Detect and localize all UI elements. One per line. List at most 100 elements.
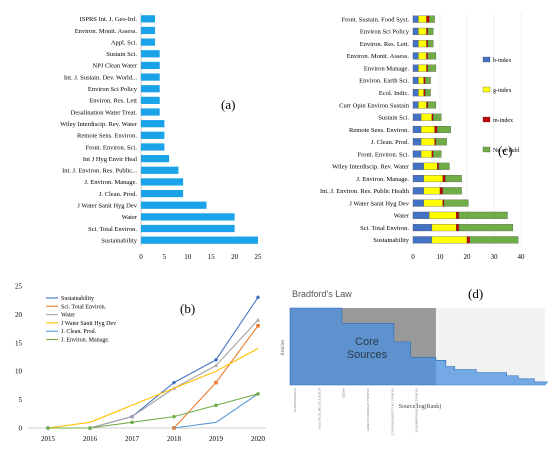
panel-c-category-label: Water	[394, 213, 410, 220]
panel-c-bar-segment	[427, 101, 437, 109]
panel-c-bar-segment	[412, 150, 422, 158]
panel-c-legend-swatch	[482, 56, 491, 63]
panel-c-bar-segment	[418, 76, 424, 84]
panel-c-x-tick: 20	[464, 253, 472, 261]
panel-c-category-label: Front. Environ. Sci.	[358, 151, 410, 158]
panel-a-bar	[141, 120, 165, 128]
panel-b-point	[256, 317, 260, 322]
panel-a-x-tick: 20	[231, 253, 239, 261]
panel-a-category-label: Sustain Sci.	[106, 51, 137, 58]
panel-b-y-tick: 10	[15, 368, 23, 376]
panel-b-point	[172, 414, 176, 419]
panel-c-legend-label: m-index	[493, 118, 513, 124]
panel-c-bar-segment	[420, 150, 433, 158]
panel-c-category-label: J. Clean. Prod.	[371, 139, 409, 146]
panel-c-bar-segment	[412, 187, 424, 195]
panel-b-point	[88, 426, 92, 430]
panel-c-bar-segment	[423, 175, 443, 183]
panel-a-category-label: Water	[122, 214, 138, 221]
panel-c-bar-segment	[423, 199, 443, 207]
panel-b-point	[46, 426, 50, 430]
panel-c-bar-segment	[458, 224, 514, 232]
panel-b-legend-label: J. Clean. Prod.	[61, 329, 97, 335]
panel-c-bar-segment	[437, 162, 439, 170]
panel-c-bar-segment	[412, 199, 424, 207]
panel-b-y-tick: 5	[19, 396, 23, 404]
panel-d-source-label: WATER	[342, 388, 346, 398]
panel-c-bar-segment	[412, 125, 422, 134]
panel-a-category-label: Environ. Res. Lett	[89, 98, 137, 105]
panel-c-bar-segment	[469, 236, 519, 244]
panel-a-bar	[141, 38, 156, 46]
panel-c-bar-segment	[426, 101, 429, 109]
panel-c-bar-segment	[433, 150, 442, 158]
panel-c-bar-segment	[412, 76, 419, 84]
panel-c-legend-swatch	[482, 116, 491, 123]
panel-b-label: (b)	[180, 301, 195, 316]
panel-a-x-tick: 15	[208, 253, 216, 261]
panel-c-category-label: Front. Sustain. Food Syst.	[341, 16, 409, 23]
panel-c-legend-swatch	[482, 146, 491, 153]
panel-a-category-label: Environ. Monit. Assess.	[75, 28, 138, 35]
panel-c-x-tick: 30	[491, 253, 499, 261]
panel-a-x-tick: 5	[163, 253, 167, 261]
panel-b-legend-label: J Water Sanit Hyg Dev	[61, 321, 116, 327]
panel-a-category-label: J. Clean. Prod.	[99, 191, 137, 198]
panel-c-category-label: Curr Opin Environ Sustain	[339, 102, 410, 109]
panel-a-category-label: Int. J. Sustain. Dev. World...	[64, 74, 138, 81]
panel-c-bar-segment	[420, 138, 435, 146]
panel-b-series-line	[48, 393, 259, 429]
panel-c-stacked-bar-chart: (c) 0 10 20 30 40 Front. Sustain. Food Syst. E…	[320, 13, 525, 261]
panel-a-bar	[141, 189, 184, 198]
panel-b-point	[214, 380, 218, 385]
panel-a-category-label: J Water Sanit Hyg Dev	[77, 203, 137, 210]
panel-c-x-tick: 0	[411, 253, 415, 261]
panel-d-source-label: JOURNAL OF CLEANER PRODUCT	[390, 388, 394, 436]
panel-c-category-label: J. Environ. Manage.	[356, 176, 409, 183]
panel-c-category-label: Environ. Res. Lett.	[360, 41, 410, 48]
panel-a-bar-chart: (a) ISPRS Int. J. Geo-Inf. Environ. Monit…	[60, 13, 262, 261]
panel-c-bar-segment	[412, 64, 419, 72]
panel-c-bar-segment	[412, 138, 422, 146]
panel-c-bar-segment	[412, 224, 433, 232]
panel-c-bar-segment	[412, 52, 419, 60]
panel-a-category-label: Int. J. Environ. Res. Public...	[62, 168, 137, 175]
panel-c-legend-label: No of Publ	[493, 147, 520, 154]
panel-b-point	[256, 392, 260, 396]
panel-b-series-line	[48, 297, 259, 429]
panel-d-core-label: Core	[355, 336, 379, 348]
panel-c-bar-segment	[418, 52, 427, 60]
panel-c-category-label: Remote Sens. Environ.	[349, 127, 409, 134]
panel-c-bar-segment	[412, 101, 419, 109]
panel-c-bar-segment	[418, 101, 427, 109]
panel-c-bar-segment	[426, 64, 429, 72]
panel-a-bar	[141, 108, 160, 116]
panel-c-bar-segment	[418, 64, 427, 72]
panel-a-category-label: Environ Sci Policy	[88, 86, 138, 93]
panel-c-category-label: Environ Manage.	[364, 65, 410, 72]
panel-b-point	[171, 380, 177, 385]
bradford-title: Bradford's Law	[292, 289, 352, 299]
panel-c-bar-segment	[458, 211, 508, 219]
panel-c-bar-segment	[466, 236, 470, 244]
panel-a-bar	[141, 50, 160, 58]
panel-c-bar-segment	[427, 64, 437, 72]
panel-b-point	[256, 323, 260, 328]
panel-c-bar-segment	[434, 125, 438, 134]
panel-c-bar-segment	[443, 199, 469, 207]
panel-b-x-tick: 2016	[83, 435, 98, 443]
panel-c-bar-segment	[412, 40, 419, 48]
panel-d-source-label: SCIENCE OF THE TOTAL ENVI	[317, 388, 321, 430]
panel-c-legend-label: b-index	[493, 58, 511, 64]
panel-c-bar-segment	[418, 27, 427, 35]
panel-c-x-tick: 10	[437, 253, 445, 261]
panel-c-bar-segment	[426, 27, 429, 35]
panel-c-bar-segment	[426, 40, 429, 48]
panel-a-label: (a)	[221, 97, 235, 112]
panel-a-category-label: ISPRS Int. J. Geo-Inf.	[80, 16, 138, 23]
panel-c-bar-segment	[418, 40, 427, 48]
panel-c-bar-segment	[418, 15, 427, 23]
panel-a-x-tick: 10	[184, 253, 192, 261]
panel-a-bar	[141, 166, 179, 174]
panel-a-category-label: Front. Environ. Sci.	[86, 144, 138, 151]
